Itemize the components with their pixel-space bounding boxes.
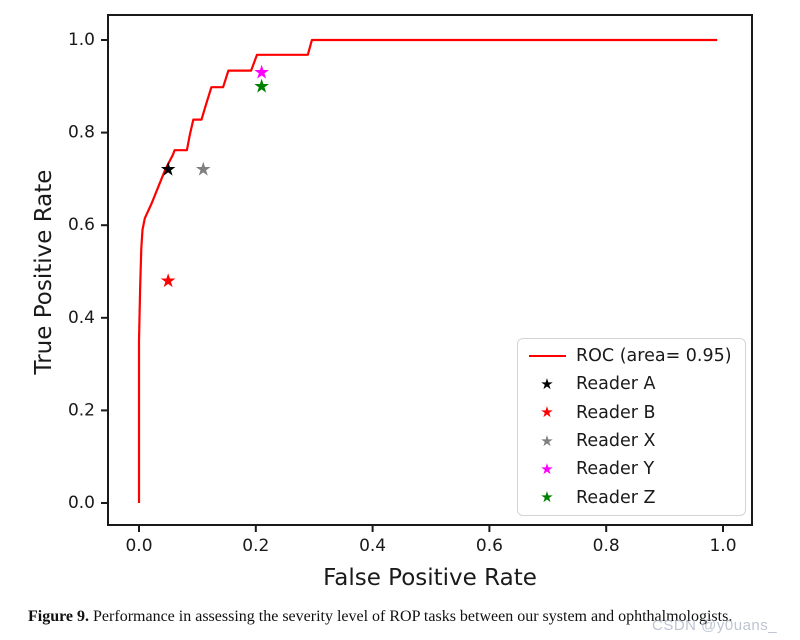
star-icon: ★: [540, 403, 554, 422]
y-tick-label: 0.8: [68, 123, 95, 143]
reader-marker-y: ★: [253, 61, 270, 83]
x-tick-label: 0.2: [242, 536, 269, 556]
caption-label: Figure 9.: [28, 608, 90, 625]
reader-marker-a: ★: [160, 159, 177, 181]
y-tick-label: 0.0: [68, 493, 95, 513]
legend-label-reader-z: Reader Z: [576, 487, 656, 508]
legend-entry-reader-z: ★ Reader Z: [518, 484, 745, 511]
y-tick-label: 0.6: [68, 215, 95, 235]
roc-curve: [137, 38, 718, 503]
legend: ROC (area= 0.95) ★ Reader A ★ Reader B ★…: [517, 338, 746, 516]
x-tick-label: 0.6: [476, 536, 503, 556]
x-tick-label: 0.0: [125, 536, 152, 556]
legend-entry-roc: ROC (area= 0.95): [518, 343, 745, 370]
x-tick-label: 0.8: [593, 536, 620, 556]
reader-marker-b: ★: [160, 270, 177, 292]
y-axis-label: True Positive Rate: [31, 170, 57, 376]
y-tick-label: 1.0: [68, 30, 95, 50]
x-axis-label: False Positive Rate: [323, 565, 537, 591]
reader-marker-x: ★: [195, 159, 212, 181]
legend-entry-reader-y: ★ Reader Y: [518, 456, 745, 483]
figure-caption: Figure 9. Performance in assessing the s…: [28, 608, 790, 626]
roc-chart: False Positive Rate True Positive Rate 0…: [31, 14, 753, 591]
x-tick-label: 0.4: [359, 536, 386, 556]
legend-label-roc: ROC (area= 0.95): [576, 346, 732, 367]
plot-frame: [107, 14, 753, 526]
legend-label-reader-y: Reader Y: [576, 459, 655, 480]
star-icon: ★: [540, 431, 554, 450]
star-icon: ★: [540, 374, 554, 393]
legend-label-reader-x: Reader X: [576, 431, 656, 452]
legend-entry-reader-b: ★ Reader B: [518, 399, 745, 426]
roc-line-icon: [518, 355, 576, 358]
reader-marker-z: ★: [253, 75, 270, 97]
legend-label-reader-b: Reader B: [576, 402, 656, 423]
y-tick-label: 0.4: [68, 308, 95, 328]
star-icon: ★: [540, 488, 554, 507]
legend-label-reader-a: Reader A: [576, 374, 656, 395]
legend-entry-reader-x: ★ Reader X: [518, 428, 745, 455]
caption-text: Performance in assessing the severity le…: [89, 608, 733, 625]
star-icon: ★: [540, 459, 554, 478]
legend-entry-reader-a: ★ Reader A: [518, 371, 745, 398]
y-tick-label: 0.2: [68, 400, 95, 420]
x-tick-label: 1.0: [709, 536, 736, 556]
